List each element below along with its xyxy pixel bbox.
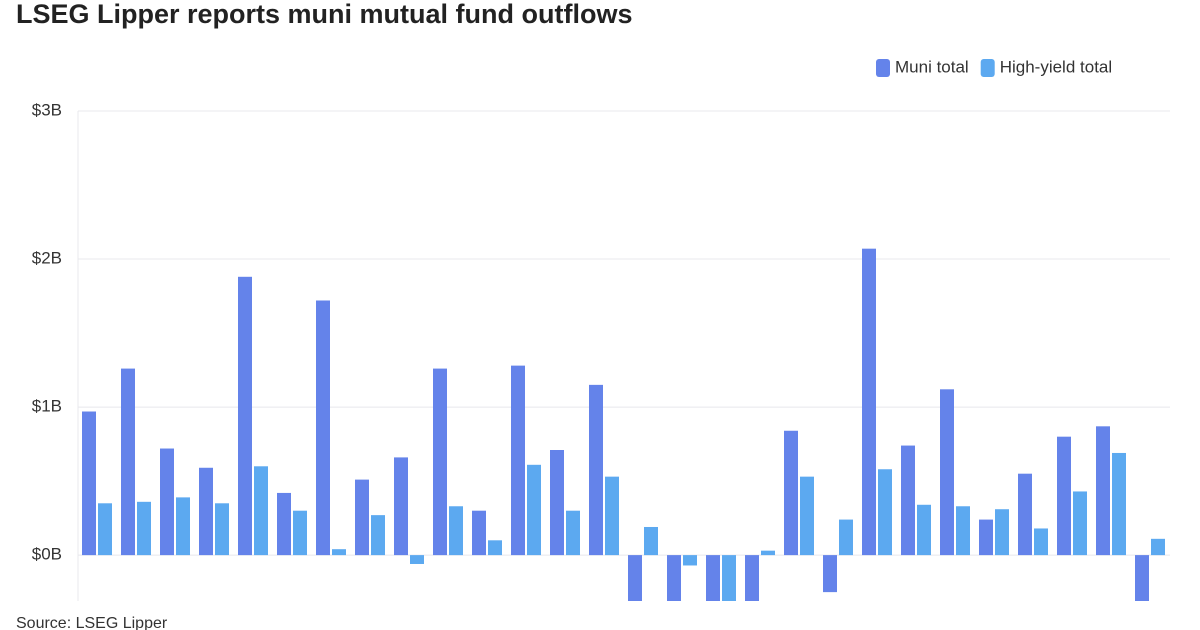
- y-tick-label: $3B: [32, 100, 62, 119]
- bar: [449, 506, 463, 556]
- chart-title: LSEG Lipper reports muni mutual fund out…: [16, 0, 633, 29]
- legend-swatch: [876, 59, 890, 77]
- bar: [254, 466, 268, 556]
- bar: [1034, 528, 1048, 556]
- bar: [371, 515, 385, 556]
- bar: [722, 555, 736, 601]
- bar: [878, 469, 892, 556]
- bar: [121, 368, 135, 556]
- bar: [1135, 555, 1149, 601]
- legend-label: Muni total: [895, 57, 969, 76]
- bar: [784, 430, 798, 556]
- bar: [683, 555, 697, 566]
- bar: [667, 555, 681, 601]
- bar: [238, 276, 252, 556]
- bar: [1018, 473, 1032, 556]
- bar: [160, 448, 174, 556]
- bar: [215, 503, 229, 556]
- bar: [979, 519, 993, 556]
- bar: [917, 504, 931, 556]
- bar: [862, 248, 876, 556]
- bar: [1073, 491, 1087, 556]
- bar: [839, 519, 853, 556]
- bar: [550, 450, 564, 556]
- bar: [1057, 436, 1071, 556]
- bar: [332, 549, 346, 556]
- bar: [901, 445, 915, 556]
- bar: [628, 555, 642, 601]
- bar: [800, 476, 814, 556]
- bar: [605, 476, 619, 556]
- bar: [472, 510, 486, 556]
- bar: [355, 479, 369, 556]
- bar: [98, 503, 112, 556]
- y-tick-label: $2B: [32, 249, 62, 268]
- bar: [1096, 426, 1110, 556]
- bar: [706, 555, 720, 601]
- legend-label: High-yield total: [1000, 57, 1112, 76]
- bar: [940, 389, 954, 556]
- bar: [644, 526, 658, 556]
- bar: [410, 555, 424, 564]
- bar: [566, 510, 580, 556]
- y-tick-label: $0B: [32, 545, 62, 564]
- source-note: Source: LSEG Lipper: [16, 615, 168, 630]
- bar: [761, 550, 775, 556]
- bar: [745, 555, 759, 601]
- bar: [995, 509, 1009, 556]
- bar: [527, 464, 541, 556]
- bar: [511, 365, 525, 556]
- bar: [956, 506, 970, 556]
- bar: [82, 411, 96, 556]
- y-tick-label: $1B: [32, 397, 62, 416]
- bar: [199, 467, 213, 556]
- bar: [277, 492, 291, 556]
- bar: [394, 457, 408, 556]
- bar: [1151, 538, 1165, 556]
- bar: [137, 501, 151, 556]
- legend-swatch: [980, 59, 995, 77]
- bar: [176, 497, 190, 556]
- bar: [823, 555, 837, 593]
- bar: [488, 540, 502, 556]
- bar: [433, 368, 447, 556]
- bar: [293, 510, 307, 556]
- bar: [316, 300, 330, 556]
- bar: [1112, 452, 1126, 556]
- bar: [589, 384, 603, 556]
